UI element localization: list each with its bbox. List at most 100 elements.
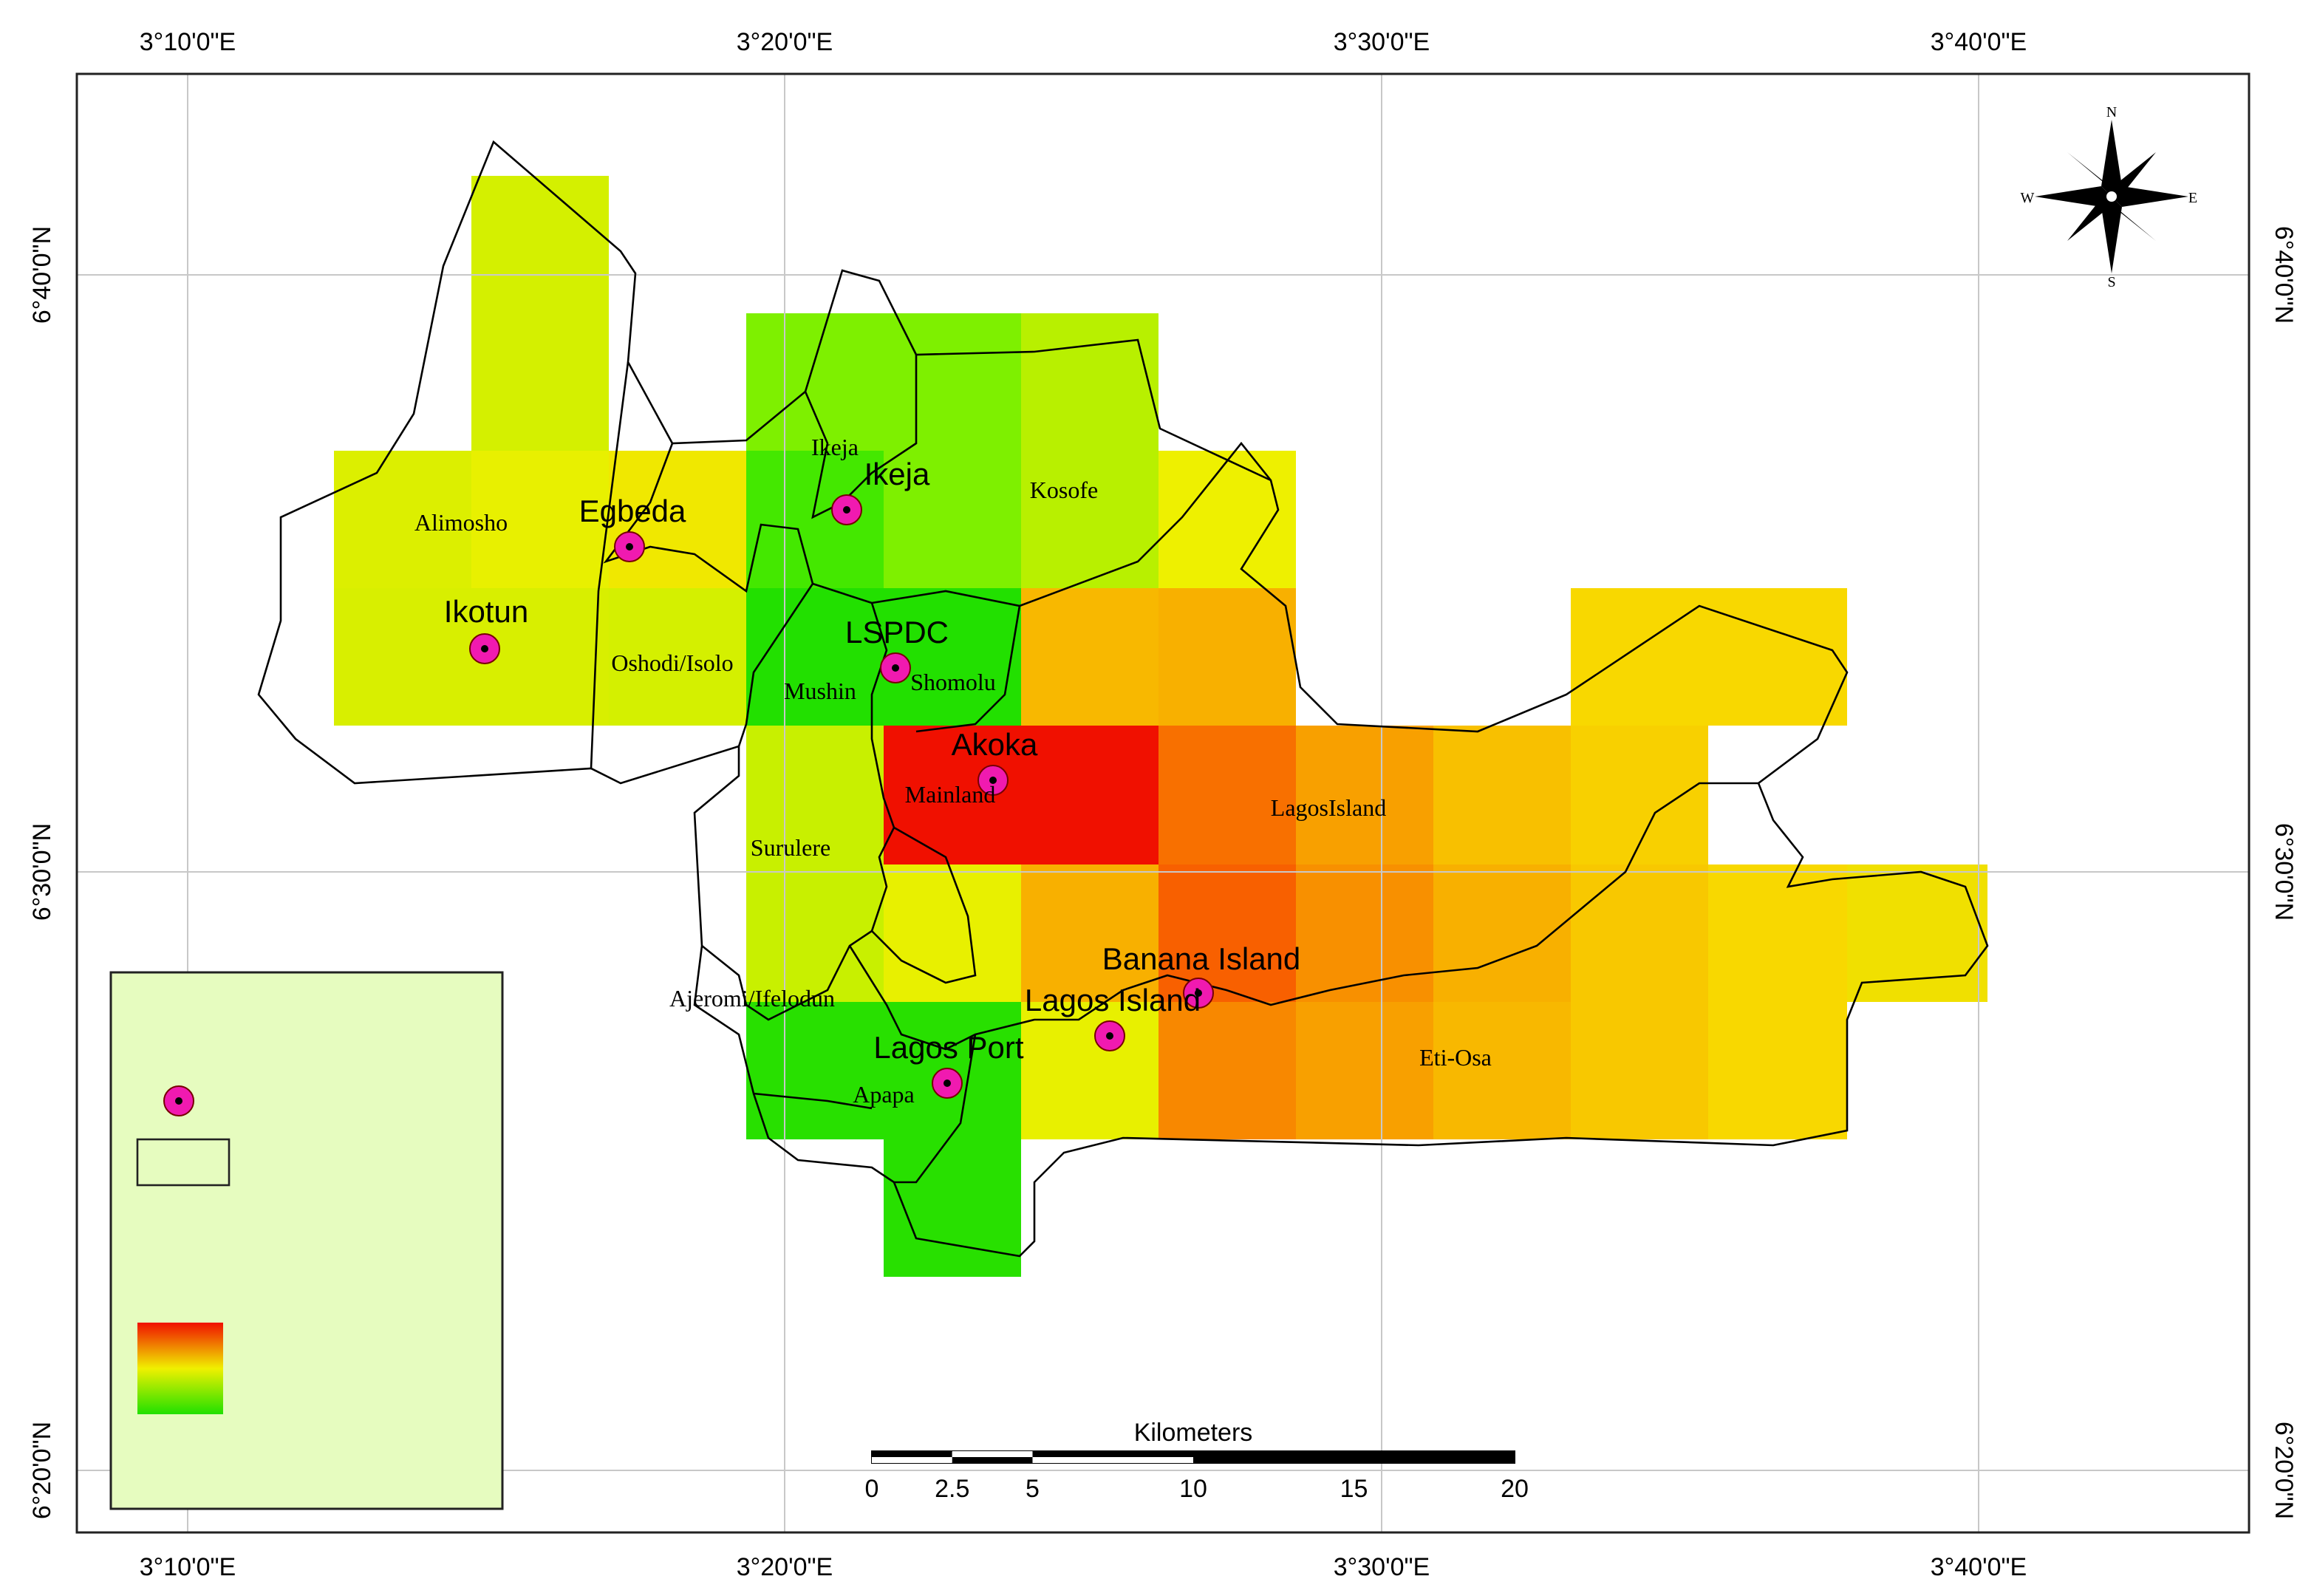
aqi-cell bbox=[746, 864, 884, 1002]
sampled-point-dot bbox=[843, 506, 850, 514]
scale-segment-alt bbox=[1354, 1457, 1515, 1463]
aqi-cell bbox=[884, 588, 1021, 726]
area-label: Ikeja bbox=[811, 434, 859, 460]
scale-segment bbox=[1193, 1457, 1354, 1463]
aqi-cell bbox=[471, 313, 609, 451]
scale-segment bbox=[1032, 1451, 1193, 1457]
area-label: Mushin bbox=[784, 678, 856, 704]
aqi-cell bbox=[1708, 864, 1847, 1002]
aqi-cell bbox=[1571, 726, 1708, 864]
legend-box bbox=[109, 971, 504, 1510]
aqi-cell bbox=[1158, 726, 1296, 864]
aqi-cell bbox=[1296, 1002, 1433, 1139]
scale-segment-alt bbox=[872, 1457, 952, 1463]
area-label: Kosofe bbox=[1030, 477, 1098, 503]
aqi-cell bbox=[746, 726, 884, 864]
aqi-cell bbox=[884, 1139, 1021, 1277]
aqi-cell bbox=[884, 864, 1021, 1002]
legend-area-symbol bbox=[136, 1138, 231, 1187]
sampled-point-dot bbox=[1106, 1032, 1113, 1040]
point-label: Ikotun bbox=[444, 594, 528, 629]
compass-letter: N bbox=[2106, 104, 2117, 120]
area-label: Apapa bbox=[853, 1081, 915, 1108]
sampled-point-dot bbox=[892, 664, 899, 672]
aqi-cell bbox=[1296, 864, 1433, 1002]
aqi-cell bbox=[1021, 313, 1158, 451]
map-frame bbox=[75, 72, 2251, 1534]
x-label-top: 3°40'0"E bbox=[1931, 28, 2027, 56]
y-label-left: 6°30'0"N bbox=[28, 823, 56, 921]
area-label: Surulere bbox=[751, 834, 830, 861]
x-label-bottom: 3°20'0"E bbox=[737, 1553, 833, 1581]
scale-tick-label: 20 bbox=[1501, 1475, 1529, 1503]
area-label: Alimosho bbox=[414, 509, 508, 536]
aqi-cell bbox=[1158, 1002, 1296, 1139]
aqi-cell bbox=[1021, 864, 1158, 1002]
scale-segment bbox=[952, 1457, 1033, 1463]
point-label: LSPDC bbox=[845, 615, 949, 649]
aqi-cell bbox=[884, 313, 1021, 451]
aqi-cell bbox=[1571, 588, 1708, 726]
aqi-cell bbox=[1296, 726, 1433, 864]
aqi-cell bbox=[1433, 1002, 1571, 1139]
legend-point-dot bbox=[175, 1097, 182, 1105]
aqi-cell bbox=[334, 451, 471, 588]
aqi-cell bbox=[1021, 1002, 1158, 1139]
sampled-point-dot bbox=[1195, 989, 1202, 997]
legend bbox=[109, 971, 504, 1510]
aqi-cell bbox=[1708, 588, 1847, 726]
x-label-top: 3°10'0"E bbox=[140, 28, 236, 56]
scale-tick-label: 15 bbox=[1340, 1475, 1368, 1503]
area-label: LagosIsland bbox=[1271, 794, 1386, 821]
scale-segment bbox=[872, 1451, 952, 1457]
legend-gradient bbox=[137, 1323, 223, 1414]
area-label: Shomolu bbox=[910, 669, 996, 695]
sampled-point-dot bbox=[481, 645, 488, 652]
outline bbox=[257, 140, 1989, 1258]
aqi-cell bbox=[609, 588, 746, 726]
scale-segment-alt bbox=[1193, 1451, 1354, 1457]
point-label: Akoka bbox=[952, 727, 1038, 762]
aqi-cell bbox=[1158, 588, 1296, 726]
x-label-top: 3°30'0"E bbox=[1334, 28, 1430, 56]
aqi-cell bbox=[334, 588, 471, 726]
aqi-cell bbox=[1708, 1002, 1847, 1139]
point-label: Lagos Port bbox=[873, 1030, 1023, 1065]
aqi-cell bbox=[1433, 726, 1571, 864]
compass bbox=[2035, 120, 2188, 273]
aqi-cell bbox=[746, 1002, 884, 1139]
scale-bar: Kilometers 0 2.5 5 10 15 20 bbox=[865, 1419, 1529, 1503]
y-label-right: 6°20'0"N bbox=[2270, 1422, 2298, 1519]
scale-tick-label: 0 bbox=[865, 1475, 879, 1503]
aqi-cell bbox=[471, 451, 609, 588]
x-label-bottom: 3°30'0"E bbox=[1334, 1553, 1430, 1581]
aqi-cell bbox=[1158, 864, 1296, 1002]
aqi-raster bbox=[334, 176, 1987, 1277]
aqi-cell bbox=[746, 313, 884, 451]
point-label: Banana Island bbox=[1102, 941, 1301, 976]
point-label: Egbeda bbox=[579, 494, 686, 528]
point-label: Lagos Island bbox=[1025, 983, 1201, 1017]
aqi-cell bbox=[1021, 451, 1158, 588]
aqi-cell bbox=[884, 451, 1021, 588]
scale-tick-label: 2.5 bbox=[935, 1475, 969, 1503]
sampled-point-dot bbox=[989, 777, 997, 784]
aqi-cell bbox=[1021, 588, 1158, 726]
area-label: Ajeromi/Ifelodun bbox=[669, 985, 835, 1012]
aqi-cell bbox=[1571, 864, 1708, 1002]
sampled-point-dot bbox=[943, 1080, 951, 1087]
sampled-point-dot bbox=[626, 543, 633, 550]
compass-letter: W bbox=[2021, 190, 2035, 206]
scale-title: Kilometers bbox=[1134, 1419, 1253, 1447]
area-label: Mainland bbox=[905, 781, 996, 808]
point-label: Ikeja bbox=[864, 457, 930, 491]
aqi-cell bbox=[884, 726, 1021, 864]
y-label-right: 6°40'0"N bbox=[2270, 226, 2298, 324]
y-label-right: 6°30'0"N bbox=[2270, 823, 2298, 921]
area-label: Eti-Osa bbox=[1419, 1044, 1492, 1071]
x-label-top: 3°20'0"E bbox=[737, 28, 833, 56]
aqi-cell bbox=[471, 176, 609, 313]
compass-letter: E bbox=[2188, 190, 2197, 206]
area-label: Oshodi/Isolo bbox=[611, 649, 733, 676]
